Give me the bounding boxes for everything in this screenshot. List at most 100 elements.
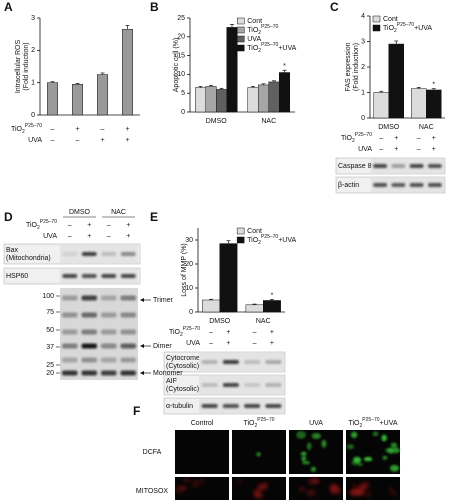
error-bar (198, 86, 203, 88)
cell-signal (192, 480, 199, 488)
treatment-sign: + (126, 222, 130, 229)
blot-label: (Cytosolic) (166, 386, 199, 393)
label-part: 2 (255, 423, 258, 429)
arrow-head (140, 371, 144, 375)
legend-label: TiO2P25–70+UVA (247, 234, 296, 246)
cell-signal (257, 483, 263, 491)
arrow-head (140, 298, 144, 302)
label-part: 2 (37, 225, 40, 231)
y-tick-label: 1 (361, 89, 365, 96)
y-axis-label: Loss of MMP (%) (181, 243, 188, 297)
treatment-sign: + (87, 233, 91, 240)
y-axis-label: (Fold induction) (23, 42, 30, 90)
error-bar (219, 87, 224, 90)
error-bar (252, 303, 257, 305)
label-part: TiO (383, 25, 395, 32)
blot-band (81, 312, 97, 318)
treatment-label: TiO2P25–70 (11, 123, 42, 135)
legend-label: Cont (247, 228, 262, 235)
blot-band (244, 360, 261, 364)
treatment-sign: + (394, 146, 398, 153)
treatment-sign: – (68, 222, 72, 229)
treatment-sign: + (226, 329, 230, 336)
panel-letter: A (4, 0, 13, 14)
y-tick-label: 2 (31, 47, 35, 54)
label-part: TiO (348, 420, 360, 427)
x-tick-label: NAC (419, 124, 434, 131)
legend-label: TiO2P25–70+UVA (247, 42, 296, 54)
y-tick-label: 10 (185, 285, 193, 292)
y-tick-label: 15 (177, 52, 185, 59)
legend-label: Cont (383, 16, 398, 23)
label-part: P25–70 (40, 219, 57, 225)
group-label: NAC (111, 209, 126, 216)
arrow-head (140, 344, 144, 348)
legend-swatch (236, 236, 245, 244)
bar (426, 89, 442, 119)
treatment-label: UVA (358, 146, 372, 153)
error-bar (282, 69, 287, 73)
blot-band (427, 183, 442, 187)
treatment-sign: + (226, 340, 230, 347)
blot-band (120, 274, 136, 278)
y-tick-label: 3 (31, 15, 35, 22)
size-marker-label: 20 (46, 370, 54, 377)
arrow-label: Monomer (153, 370, 183, 377)
label-part: 2 (258, 240, 261, 246)
blot-band (101, 312, 117, 318)
treatment-label: TiO2P25–70 (341, 132, 372, 144)
column-label: TiO2P25–70+UVA (348, 417, 397, 429)
cell-signal (299, 487, 306, 491)
error-bar (125, 25, 130, 30)
blot-band (62, 370, 78, 376)
cell-signal (254, 492, 263, 499)
treatment-sign: + (100, 137, 104, 144)
bar (195, 87, 206, 113)
blot-band (427, 164, 442, 168)
treatment-label: UVA (186, 340, 200, 347)
treatment-sign: – (209, 329, 213, 336)
cell-signal (306, 442, 312, 451)
label-part: 2 (360, 423, 363, 429)
label-part: TiO (26, 222, 38, 229)
cell-signal (363, 456, 373, 462)
panel-letter: B (150, 0, 159, 14)
label-part: P25–70 (257, 417, 274, 423)
blot-background (199, 353, 284, 371)
treatment-sign: – (253, 329, 257, 336)
label-part: TiO (247, 237, 259, 244)
blot-band (201, 383, 218, 387)
legend-swatch (237, 26, 245, 34)
cell-signal (363, 481, 369, 490)
blot-background (60, 269, 138, 283)
row-label: DCFA (143, 449, 162, 456)
label-part: +UVA (414, 25, 432, 32)
blot-band (222, 383, 239, 387)
y-tick-label: 0 (31, 112, 35, 119)
blot-band (101, 274, 117, 278)
legend-label: Cont (247, 18, 262, 25)
legend-label: TiO2P25–70 (247, 24, 278, 36)
cell-signal (385, 447, 392, 453)
legend-swatch (372, 15, 381, 23)
label-part: P25–70 (261, 234, 278, 240)
cell-signal (321, 439, 327, 448)
label-part: P25–70 (362, 417, 379, 423)
label-part: 2 (180, 332, 183, 338)
bar (205, 86, 217, 113)
label-part: +UVA (278, 237, 296, 244)
y-axis-label: Intracellular ROS (15, 40, 22, 94)
error-bar (100, 72, 105, 75)
blot-band (409, 164, 424, 168)
blot-band (120, 252, 136, 256)
bar (247, 87, 259, 113)
blot-background (199, 399, 284, 413)
size-marker-label: 100 (42, 293, 54, 300)
error-bar (261, 83, 266, 85)
blot-background (371, 178, 444, 192)
label-part: P25–70 (261, 42, 278, 48)
cell-signal (336, 488, 342, 495)
panel-letter: D (4, 210, 13, 224)
cell-signal (256, 452, 261, 457)
bar (279, 72, 290, 113)
